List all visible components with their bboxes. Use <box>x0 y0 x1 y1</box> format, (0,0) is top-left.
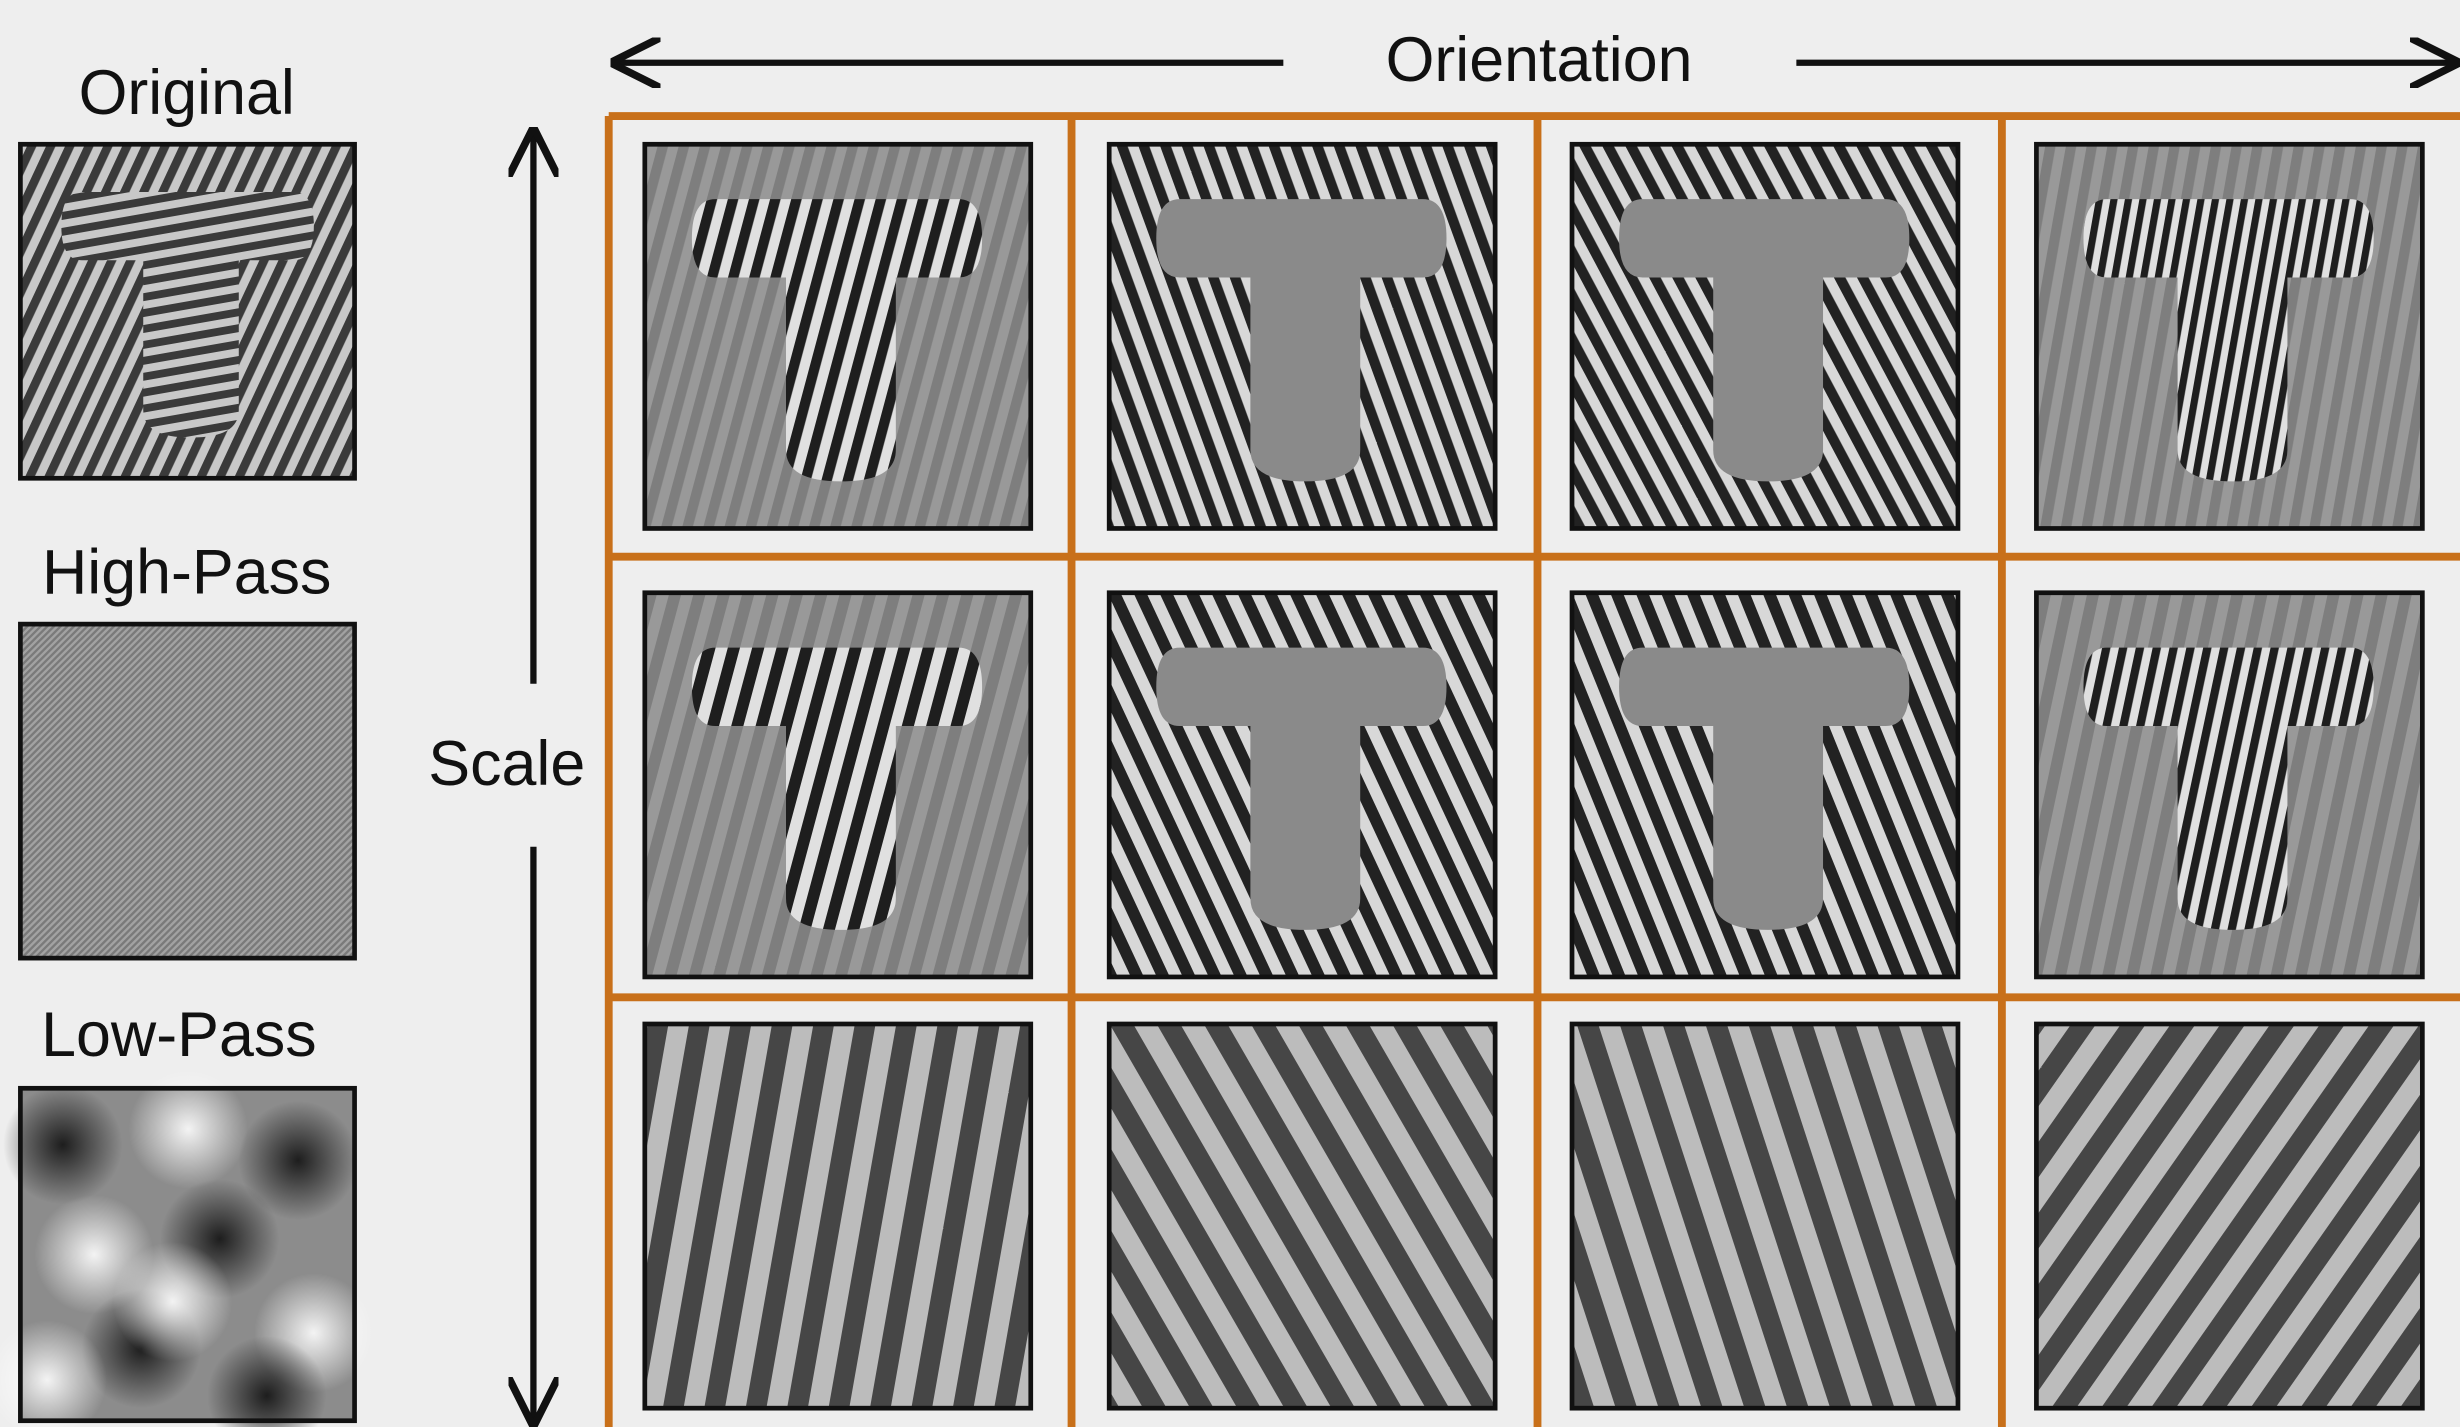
subband-tile <box>2036 593 2422 977</box>
tile-shade <box>1109 1024 1495 1408</box>
subband-tile <box>1109 144 1495 528</box>
subband-tile <box>1572 1024 1958 1408</box>
scale-label: Scale <box>428 729 585 799</box>
subband-tile <box>1109 1024 1495 1408</box>
low-pass-image <box>0 1069 373 1427</box>
orientation-label: Orientation <box>1386 25 1693 95</box>
low-pass-label: Low-Pass <box>41 1000 317 1070</box>
subband-tile <box>1109 593 1495 977</box>
tile-shade <box>1572 1024 1958 1408</box>
subband-tile <box>645 593 1031 977</box>
subband-tile <box>2036 144 2422 528</box>
subband-tile <box>1572 593 1958 977</box>
subband-tile <box>645 1024 1031 1408</box>
subband-tile <box>1572 144 1958 528</box>
body: Original High-Pass Low-Pass Orientation … <box>0 0 2460 1427</box>
figure: Original High-Pass Low-Pass Orientation … <box>0 0 2460 1427</box>
tile-shade <box>2036 1024 2422 1408</box>
low-pass-blob <box>113 1242 232 1361</box>
page: {"labels": {"original": "Original", "hig… <box>0 0 2460 1427</box>
subband-tile <box>645 144 1031 528</box>
high-pass-image <box>20 624 354 958</box>
tile-shade <box>645 1024 1031 1408</box>
original-label: Original <box>79 58 295 128</box>
high-pass-label: High-Pass <box>42 538 331 608</box>
subband-tile <box>2036 1024 2422 1408</box>
